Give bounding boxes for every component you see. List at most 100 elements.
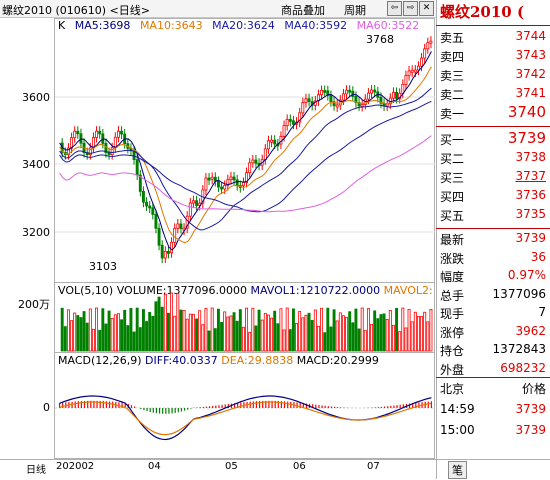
candle-body: [332, 101, 336, 107]
candle-body: [232, 176, 236, 181]
candle-body: [426, 42, 430, 50]
stat-row-label: 外盘: [440, 362, 465, 377]
ask-row[interactable]: 卖一 3740: [440, 103, 546, 123]
stat-row[interactable]: 幅度 0.97%: [440, 268, 546, 286]
volume-bar: [285, 307, 289, 352]
ask-row[interactable]: 卖二 3741: [440, 86, 546, 104]
candle-body: [291, 120, 295, 125]
volume-bar: [163, 293, 167, 352]
stat-row[interactable]: 外盘 698232: [440, 361, 546, 379]
candle-body: [141, 191, 145, 203]
candle-body: [266, 140, 270, 150]
kline-plot[interactable]: [55, 33, 435, 459]
ask-row-value: 3742: [515, 67, 546, 81]
candle-body: [66, 147, 70, 156]
candle-body: [76, 130, 80, 135]
bid-row-label: 买四: [440, 190, 465, 204]
volume-bar: [291, 308, 295, 352]
chart-toolbar: [0, 0, 436, 18]
volume-bar: [63, 326, 67, 352]
period-button[interactable]: 周期: [344, 4, 366, 17]
volume-bar: [382, 313, 386, 352]
candle-body: [229, 176, 233, 181]
ask-row[interactable]: 卖四 3743: [440, 48, 546, 66]
candle-body: [298, 112, 302, 123]
stat-row[interactable]: 总手 1377096: [440, 287, 546, 305]
stat-row-label: 最新: [440, 233, 465, 247]
ticks-price-header: 价格: [521, 382, 546, 396]
high-annotation: 3768: [366, 33, 394, 46]
overlay-button[interactable]: 商品叠加: [281, 4, 325, 17]
stat-row[interactable]: 现手 7: [440, 305, 546, 323]
x-axis: [0, 459, 436, 480]
candle-body: [216, 181, 220, 188]
candle-body: [373, 89, 377, 93]
volume-bar: [413, 311, 417, 352]
ask-row[interactable]: 卖三 3742: [440, 67, 546, 85]
stat-row[interactable]: 最新 3739: [440, 231, 546, 249]
volume-bar: [173, 315, 177, 352]
candle-body: [235, 179, 239, 187]
macd-legend: MACD(12,26,9) DIFF:40.0337 DEA:29.8838 M…: [58, 354, 379, 367]
nav-right-icon[interactable]: ⇨: [403, 1, 418, 16]
bid-row[interactable]: 买四 3736: [440, 188, 546, 206]
volume-bar: [401, 307, 405, 352]
ask-row[interactable]: 卖五 3744: [440, 29, 546, 47]
chart-title: 螺纹2010 (010610) <日线>: [2, 4, 150, 17]
candle-body: [370, 89, 374, 94]
bid-row[interactable]: 买三 3737: [440, 169, 546, 187]
ma40-label: MA40:3592: [284, 19, 348, 32]
quote-divider: [436, 228, 550, 229]
volume-bar: [423, 311, 427, 352]
close-icon[interactable]: ✕: [419, 1, 434, 16]
volume-bar: [176, 293, 180, 352]
quote-tabs: [436, 459, 550, 480]
candle-body: [148, 205, 152, 209]
ask-row-label: 卖二: [440, 88, 465, 102]
dea-line: [59, 401, 432, 436]
stat-row[interactable]: 持仓 1372843: [440, 342, 546, 360]
quote-divider: [436, 25, 550, 26]
volume-bar: [326, 307, 330, 352]
candle-body: [282, 125, 286, 137]
bid-row[interactable]: 买二 3738: [440, 150, 546, 168]
volume-bar: [282, 329, 286, 352]
candle-body: [404, 75, 408, 85]
candle-body: [120, 130, 124, 135]
volume-bar: [304, 314, 308, 352]
tab-ticks[interactable]: 笔: [448, 461, 467, 479]
bid-row[interactable]: 买一 3739: [440, 129, 546, 149]
volume-bar: [248, 331, 252, 352]
volume-bar: [98, 329, 102, 352]
stat-row-label: 现手: [440, 307, 465, 321]
ask-row-label: 卖四: [440, 50, 465, 64]
tick-price: 3739: [515, 402, 546, 416]
volume-bar: [154, 301, 158, 352]
dea-value: DEA:29.8838: [221, 354, 294, 367]
stat-row[interactable]: 涨跌 36: [440, 250, 546, 268]
chart-area[interactable]: [54, 18, 435, 459]
volume-bar: [416, 316, 420, 352]
volume-bar: [426, 321, 430, 352]
x-tick-label: 202002: [56, 461, 95, 472]
macd-value: MACD:20.2999: [296, 354, 379, 367]
x-tick-label: 06: [293, 461, 306, 472]
quote-divider: [436, 377, 550, 378]
volume-bar: [263, 313, 267, 352]
k-label: K: [58, 19, 66, 32]
volume-bar: [210, 307, 214, 352]
candle-body: [223, 184, 227, 190]
stat-row-label: 涨跌: [440, 251, 465, 266]
nav-left-icon[interactable]: ⇦: [387, 1, 402, 16]
stat-row[interactable]: 涨停 3962: [440, 324, 546, 342]
candle-body: [157, 227, 161, 246]
tick-row[interactable]: 15:00 3739: [440, 423, 546, 441]
tick-row[interactable]: 14:59 3739: [440, 402, 546, 420]
stat-row-label: 幅度: [440, 270, 465, 284]
period-label[interactable]: 日线: [26, 465, 46, 476]
bid-row[interactable]: 买五 3735: [440, 207, 546, 225]
candle-body: [395, 91, 399, 99]
volume-bar: [338, 312, 342, 352]
candle-body: [110, 147, 114, 155]
candle-body: [107, 152, 111, 156]
